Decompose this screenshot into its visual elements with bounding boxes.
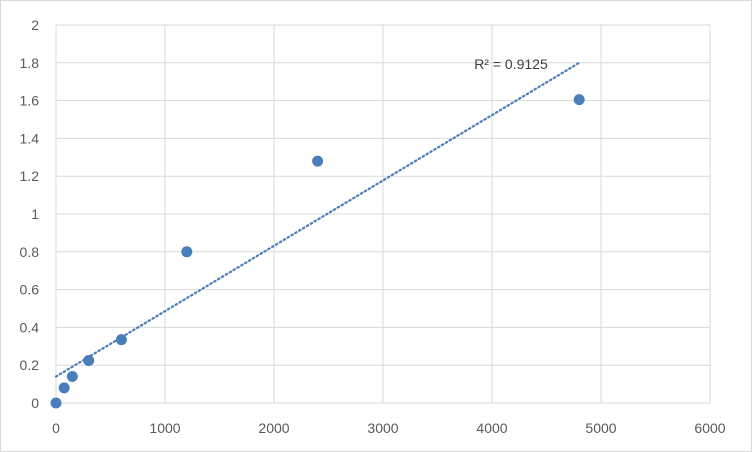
vertical-gridlines <box>55 25 711 403</box>
y-tick-label: 0 <box>31 395 39 411</box>
y-tick-label: 1.2 <box>20 168 40 184</box>
x-tick-label: 0 <box>52 420 60 436</box>
data-point <box>312 155 324 167</box>
data-point <box>573 94 585 106</box>
x-tick-label: 5000 <box>585 420 616 436</box>
x-tick-label: 1000 <box>149 420 180 436</box>
y-tick-label: 0.6 <box>20 282 40 298</box>
x-tick-label: 4000 <box>476 420 507 436</box>
data-point <box>58 382 70 394</box>
x-axis-tick-labels: 0 1000 2000 3000 4000 5000 6000 <box>52 420 726 436</box>
data-points <box>50 94 585 409</box>
data-point <box>181 246 193 258</box>
y-tick-label: 1.8 <box>20 55 40 71</box>
data-point <box>115 334 127 346</box>
y-tick-label: 1.6 <box>20 93 40 109</box>
y-tick-label: 0.4 <box>20 319 40 335</box>
data-point <box>66 371 78 383</box>
y-tick-label: 1.4 <box>20 130 40 146</box>
y-tick-label: 0.2 <box>20 357 40 373</box>
linear-trendline <box>54 61 581 378</box>
data-point <box>50 397 62 409</box>
y-tick-label: 1 <box>31 206 39 222</box>
x-tick-label: 2000 <box>258 420 289 436</box>
y-tick-label: 2 <box>31 17 39 33</box>
y-axis-tick-labels: 0 0.2 0.4 0.6 0.8 1 1.2 1.4 1.6 1.8 2 <box>20 17 40 411</box>
x-tick-label: 6000 <box>694 420 725 436</box>
r-squared-annotation: R² = 0.9125 <box>474 56 548 72</box>
data-point <box>83 354 95 366</box>
y-tick-label: 0.8 <box>20 244 40 260</box>
x-tick-label: 3000 <box>367 420 398 436</box>
